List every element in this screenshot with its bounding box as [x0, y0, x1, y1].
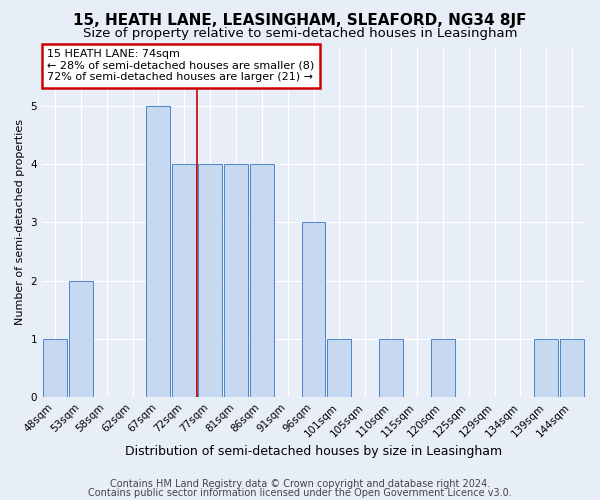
- Bar: [146, 106, 170, 397]
- Text: 15, HEATH LANE, LEASINGHAM, SLEAFORD, NG34 8JF: 15, HEATH LANE, LEASINGHAM, SLEAFORD, NG…: [73, 12, 527, 28]
- Bar: [43, 339, 67, 397]
- Bar: [535, 339, 558, 397]
- Text: Size of property relative to semi-detached houses in Leasingham: Size of property relative to semi-detach…: [83, 28, 517, 40]
- Bar: [250, 164, 274, 397]
- Bar: [560, 339, 584, 397]
- Bar: [302, 222, 325, 397]
- Bar: [198, 164, 222, 397]
- Bar: [224, 164, 248, 397]
- Bar: [379, 339, 403, 397]
- X-axis label: Distribution of semi-detached houses by size in Leasingham: Distribution of semi-detached houses by …: [125, 444, 502, 458]
- Y-axis label: Number of semi-detached properties: Number of semi-detached properties: [15, 120, 25, 326]
- Bar: [69, 280, 93, 397]
- Bar: [172, 164, 196, 397]
- Text: 15 HEATH LANE: 74sqm
← 28% of semi-detached houses are smaller (8)
72% of semi-d: 15 HEATH LANE: 74sqm ← 28% of semi-detac…: [47, 49, 315, 82]
- Bar: [328, 339, 351, 397]
- Text: Contains HM Land Registry data © Crown copyright and database right 2024.: Contains HM Land Registry data © Crown c…: [110, 479, 490, 489]
- Text: Contains public sector information licensed under the Open Government Licence v3: Contains public sector information licen…: [88, 488, 512, 498]
- Bar: [431, 339, 455, 397]
